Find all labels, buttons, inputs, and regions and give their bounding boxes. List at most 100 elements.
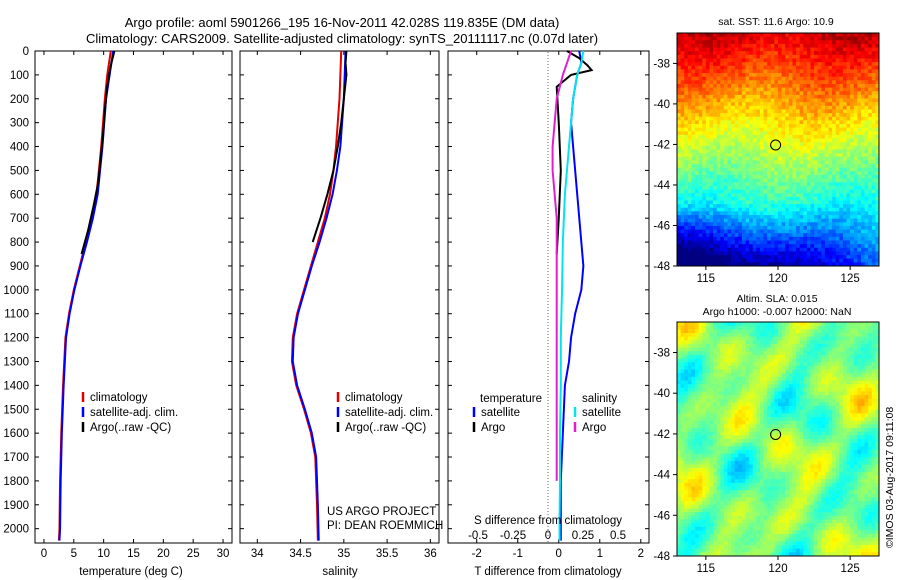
heatmap-cell <box>691 51 696 56</box>
heatmap-cell <box>749 102 754 107</box>
s-difference-label: S difference from climatology <box>474 515 622 527</box>
heatmap-cell <box>723 36 728 41</box>
heatmap-cell <box>803 207 808 212</box>
heatmap-cell <box>785 167 790 172</box>
heatmap-cell <box>759 336 764 341</box>
heatmap-cell <box>759 340 764 345</box>
heatmap-cell <box>738 351 743 356</box>
heatmap-cell <box>875 325 880 330</box>
heatmap-cell <box>875 102 880 107</box>
heatmap-cell <box>846 391 851 396</box>
heatmap-cell <box>832 171 837 176</box>
heatmap-cell <box>695 164 700 169</box>
heatmap-cell <box>716 145 721 150</box>
heatmap-cell <box>713 160 718 165</box>
heatmap-cell <box>824 189 829 194</box>
heatmap-cell <box>698 36 703 41</box>
heatmap-cell <box>741 262 746 267</box>
y-tick-label: 100 <box>10 70 29 82</box>
heatmap-cell <box>857 247 862 252</box>
heatmap-cell <box>778 387 783 392</box>
heatmap-cell <box>817 215 822 220</box>
heatmap-cell <box>738 200 743 205</box>
heatmap-cell <box>745 51 750 56</box>
heatmap-cell <box>803 109 808 114</box>
heatmap-cell <box>868 391 873 396</box>
heatmap-cell <box>810 351 815 356</box>
heatmap-cell <box>687 116 692 121</box>
heatmap-cell <box>842 36 847 41</box>
heatmap-cell <box>810 207 815 212</box>
heatmap-cell <box>720 233 725 238</box>
heatmap-cell <box>846 91 851 96</box>
heatmap-cell <box>788 255 793 260</box>
heatmap-cell <box>752 94 757 99</box>
heatmap-cell <box>684 329 689 334</box>
heatmap-cell <box>677 87 682 92</box>
heatmap-cell <box>759 105 764 110</box>
heatmap-cell <box>803 369 808 374</box>
heatmap-cell <box>713 178 718 183</box>
x-tick-label: 34.5 <box>289 548 311 560</box>
heatmap-cell <box>738 171 743 176</box>
x-tick-label: 35 <box>337 548 350 560</box>
heatmap-cell <box>727 47 732 52</box>
heatmap-cell <box>803 218 808 223</box>
heatmap-cell <box>778 200 783 205</box>
heatmap-cell <box>723 62 728 67</box>
heatmap-cell <box>727 33 732 38</box>
heatmap-cell <box>821 153 826 158</box>
heatmap-cell <box>828 80 833 85</box>
heatmap-cell <box>705 62 710 67</box>
heatmap-cell <box>741 340 746 345</box>
heatmap-cell <box>774 105 779 110</box>
heatmap-cell <box>788 211 793 216</box>
heatmap-cell <box>731 54 736 59</box>
heatmap-cell <box>857 134 862 139</box>
heatmap-cell <box>680 347 685 352</box>
heatmap-cell <box>756 225 761 230</box>
heatmap-cell <box>871 33 876 38</box>
heatmap-cell <box>839 251 844 256</box>
heatmap-cell <box>698 193 703 198</box>
heatmap-cell <box>741 247 746 252</box>
heatmap-cell <box>821 185 826 190</box>
heatmap-cell <box>770 80 775 85</box>
heatmap-cell <box>691 322 696 327</box>
heatmap-cell <box>691 343 696 348</box>
heatmap-cell <box>839 98 844 103</box>
heatmap-cell <box>778 358 783 363</box>
heatmap-cell <box>850 33 855 38</box>
heatmap-cell <box>796 109 801 114</box>
heatmap-cell <box>727 167 732 172</box>
heatmap-cell <box>846 240 851 245</box>
heatmap-cell <box>752 167 757 172</box>
heatmap-cell <box>695 189 700 194</box>
heatmap-cell <box>741 325 746 330</box>
heatmap-cell <box>828 196 833 201</box>
heatmap-cell <box>698 87 703 92</box>
heatmap-cell <box>781 193 786 198</box>
heatmap-cell <box>817 120 822 125</box>
heatmap-cell <box>720 193 725 198</box>
heatmap-cell <box>821 43 826 48</box>
heatmap-cell <box>839 120 844 125</box>
heatmap-cell <box>774 233 779 238</box>
x-tick-label: -1 <box>513 548 523 560</box>
heatmap-cell <box>857 145 862 150</box>
heatmap-cell <box>684 160 689 165</box>
heatmap-cell <box>695 167 700 172</box>
heatmap-cell <box>875 131 880 136</box>
heatmap-cell <box>720 332 725 338</box>
heatmap-cell <box>832 362 837 367</box>
heatmap-cell <box>705 40 710 45</box>
heatmap-cell <box>691 83 696 89</box>
heatmap-cell <box>799 33 804 38</box>
heatmap-cell <box>792 222 797 227</box>
heatmap-cell <box>832 322 837 327</box>
heatmap-cell <box>752 65 757 70</box>
heatmap-cell <box>803 343 808 348</box>
heatmap-cell <box>839 109 844 114</box>
heatmap-cell <box>835 138 840 143</box>
heatmap-cell <box>799 354 804 359</box>
